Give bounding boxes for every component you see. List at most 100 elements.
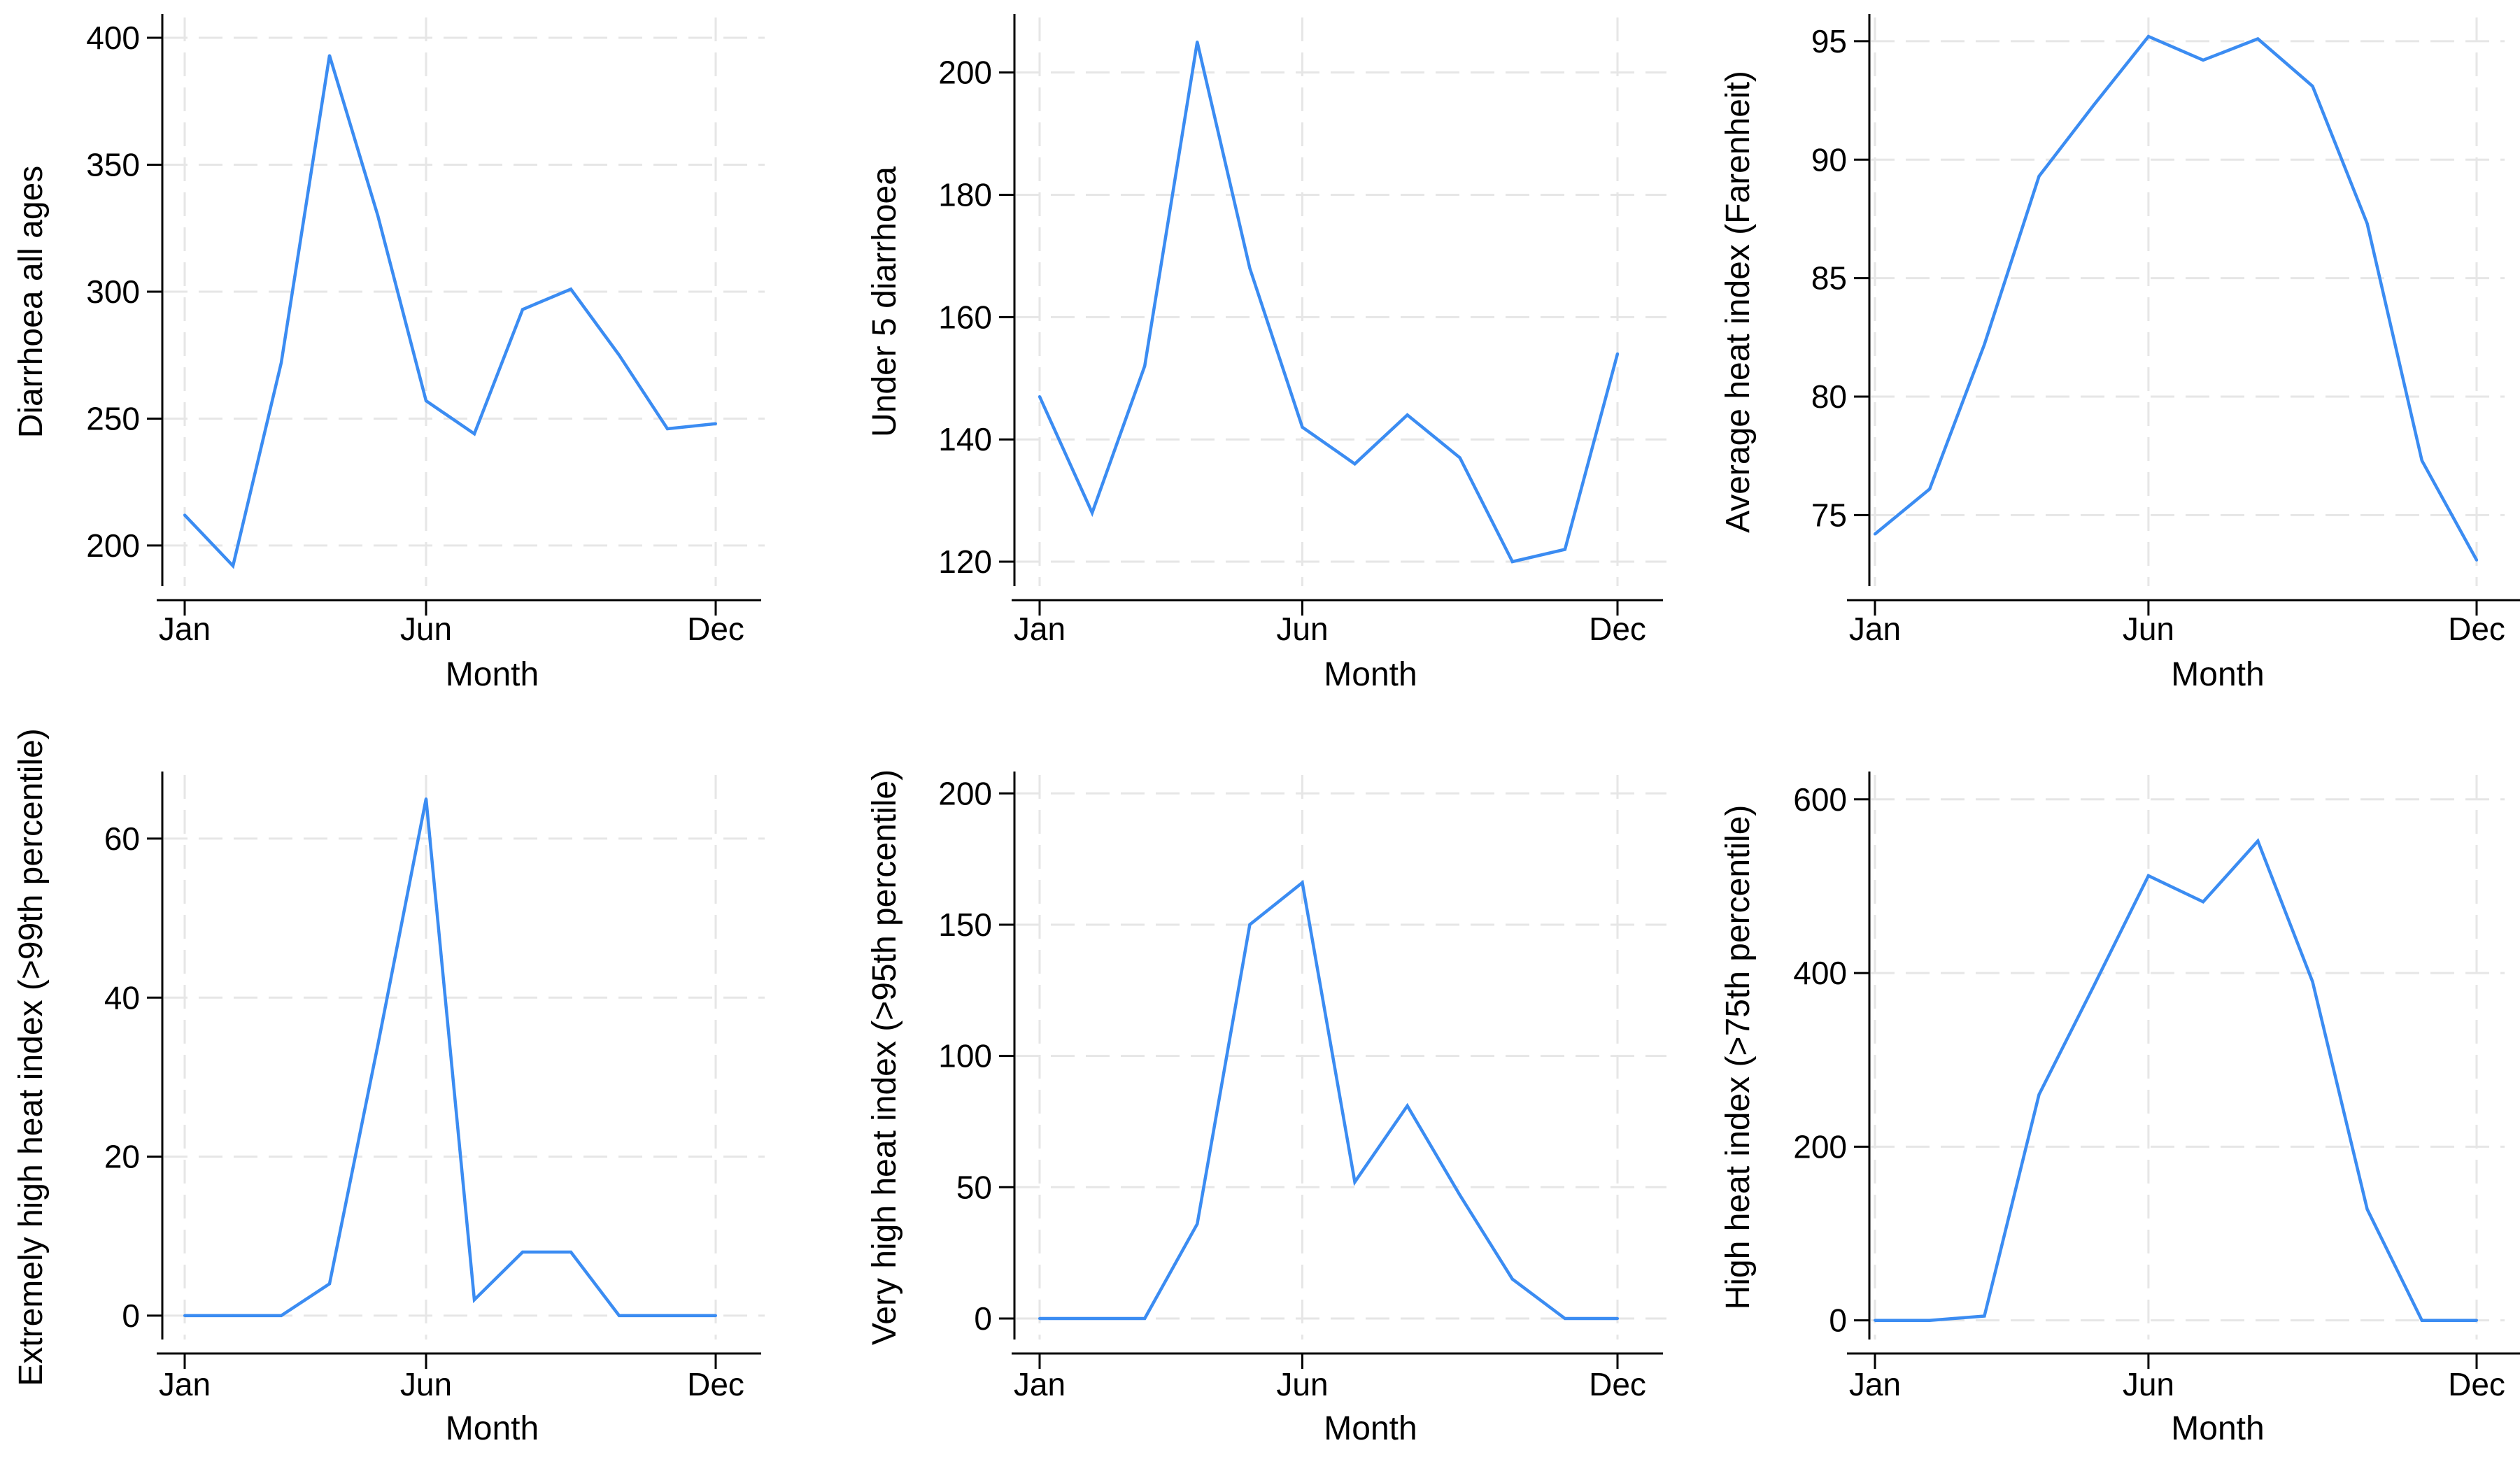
data-point [2311,980,2314,983]
y-axis-title: Very high heat index (>95th percentile) [866,769,903,1345]
data-point [714,422,717,425]
x-tick-label-1: Jun [1276,1366,1328,1402]
data-point [473,432,476,436]
y-axis-title: Average heat index (Farenheit) [1720,71,1757,533]
data-point [521,308,524,311]
y-tick-label-2: 100 [938,1038,992,1074]
y-tick-label-4: 200 [938,55,992,91]
x-tick-label-0: Jan [1014,1366,1066,1402]
x-tick-label-2: Dec [1589,1366,1646,1402]
y-tick-label-2: 40 [104,979,140,1016]
data-point [1038,395,1041,398]
data-point [280,1314,283,1317]
y-tick-label-2: 300 [86,273,140,310]
x-axis-title: Month [1324,1410,1417,1447]
y-tick-label-3: 60 [104,820,140,857]
x-tick-label-0: Jan [159,1366,211,1402]
x-axis-title: Month [1324,656,1417,693]
data-point [1983,1314,1986,1318]
data-point [232,1314,234,1317]
data-point [1928,488,1932,491]
y-axis-title: Extremely high heat index (>99th percent… [13,728,50,1386]
x-tick-label-2: Dec [687,1366,744,1402]
data-point [376,1044,379,1047]
data-point [1563,1316,1566,1320]
series-line-1 [183,55,716,569]
data-point [569,287,572,291]
data-point [1928,1319,1932,1322]
data-point [1301,425,1304,429]
data-point [1248,923,1252,926]
data-point [1616,1316,1619,1320]
y-axis-title: Diarrhoea all ages [13,166,50,439]
data-point [1353,462,1357,466]
data-point [2420,1319,2423,1322]
y-tick-label-2: 400 [1793,955,1847,991]
y-tick-label-1: 20 [104,1139,140,1175]
x-tick-label-0: Jan [159,611,211,647]
data-point [1143,364,1147,368]
data-point [1196,1222,1199,1225]
y-tick-label-2: 160 [938,299,992,335]
data-point [521,1250,524,1253]
data-point [425,399,427,403]
data-point [1196,40,1199,43]
series-line-1 [1875,838,2477,1322]
data-point [666,427,669,430]
y-tick-label-0: 120 [938,543,992,580]
x-tick-label-1: Jun [2123,1366,2174,1402]
data-point [1563,548,1566,551]
data-point [1091,511,1094,515]
data-point [425,797,427,801]
data-point [2146,35,2150,38]
y-axis-title: Under 5 diarrhoea [866,166,903,437]
x-tick-label-2: Dec [1589,611,1646,647]
y-axis-title: High heat index (>75th percentile) [1720,805,1757,1310]
series-line-1 [1038,41,1620,564]
y-tick-label-3: 90 [1811,141,1847,178]
x-axis-title: Month [446,1410,539,1447]
x-tick-label-1: Jun [400,611,452,647]
data-point [2146,874,2150,878]
data-point [618,1314,621,1317]
chart-panel-6: 0 200 400 600 Jan Jun Dec Month High heat index … [1720,772,2520,1447]
y-tick-label-4: 200 [938,775,992,811]
data-point [2365,222,2369,225]
y-tick-label-4: 95 [1811,23,1847,59]
x-axis-title: Month [446,656,539,693]
data-point [2365,1207,2369,1211]
data-point [1301,881,1304,884]
x-tick-label-1: Jun [2123,611,2174,647]
data-point [1458,456,1461,460]
data-point [1616,352,1619,355]
data-point [183,513,186,517]
series-line-1 [1874,34,2478,561]
data-point [2037,174,2041,178]
series-line-1 [1040,879,1618,1321]
y-tick-label-1: 140 [938,421,992,457]
y-tick-label-3: 150 [938,907,992,943]
data-point [376,214,379,218]
data-point [1406,413,1409,417]
data-point [714,1314,717,1317]
data-point [2475,558,2478,562]
data-point [183,1314,186,1317]
x-tick-label-2: Dec [2448,1366,2505,1402]
x-tick-label-1: Jun [400,1366,452,1402]
data-point [1874,1319,1876,1322]
data-point [666,1314,669,1317]
y-tick-label-3: 180 [938,177,992,213]
y-tick-label-1: 250 [86,400,140,436]
x-tick-label-0: Jan [1849,611,1901,647]
y-tick-label-3: 600 [1793,781,1847,818]
y-tick-label-3: 350 [86,147,140,183]
data-point [2092,984,2095,988]
y-tick-label-1: 80 [1811,378,1847,415]
data-point [2420,459,2423,462]
x-tick-label-2: Dec [687,611,744,647]
chart-panel-5: 0 50 100 150 200 Jan Jun Dec Month Very high heat… [866,769,1666,1447]
y-tick-label-1: 200 [1793,1128,1847,1165]
data-point [1510,560,1514,564]
data-point [2092,104,2095,107]
